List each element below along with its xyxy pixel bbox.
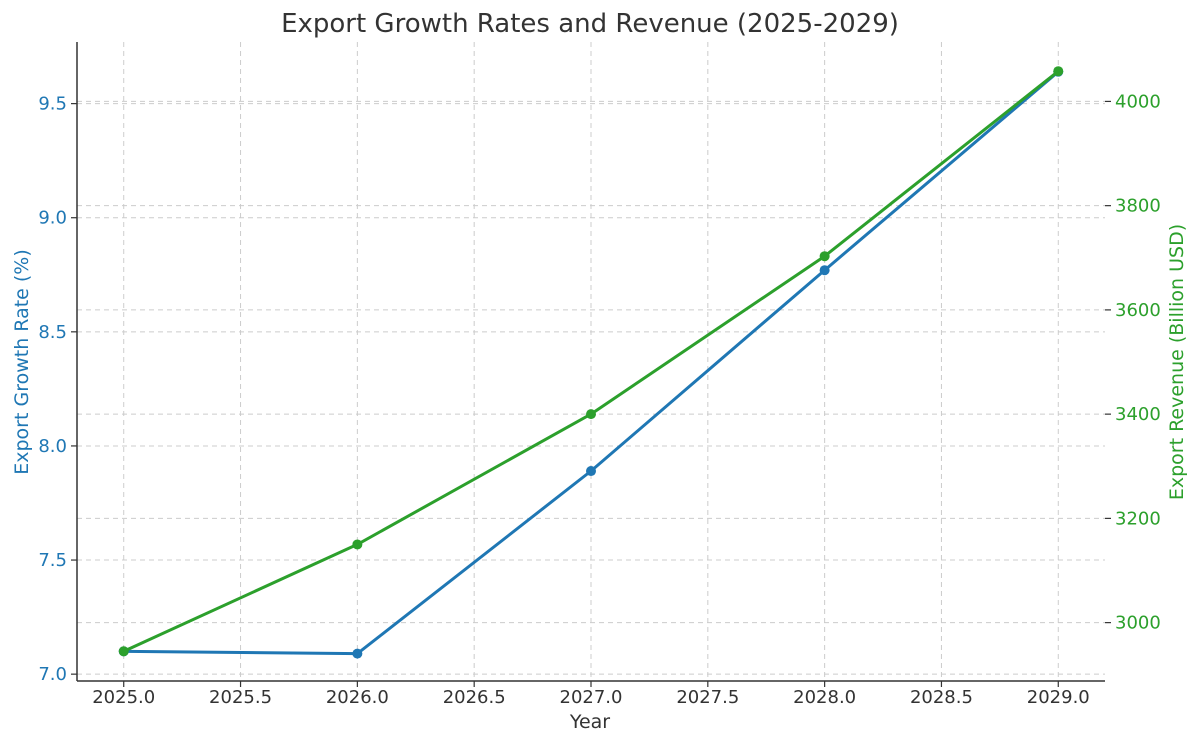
growth-rate-point [586,466,596,477]
x-axis-label: Year [569,711,610,733]
x-tick-label: 2027.0 [560,687,623,708]
x-tick-label: 2026.0 [326,687,389,708]
x-tick-label: 2025.0 [92,687,155,708]
revenue-point [819,251,830,262]
y-right-tick-label: 3400 [1115,404,1161,425]
axes: 2025.0 2025.5 2026.0 2026.5 2027.0 2027.5 2028… [38,42,1161,708]
y-right-tick-label: 3200 [1115,508,1161,529]
revenue-point [352,539,363,550]
y-left-tick-label: 8.0 [38,436,67,457]
x-tick-label: 2027.5 [676,687,739,708]
y-right-tick-label: 3800 [1115,196,1161,217]
x-tick-label: 2028.0 [793,687,856,708]
series-layer [118,66,1064,659]
y-axis-left-label: Export Growth Rate (%) [11,249,33,475]
growth-rate-point [352,648,363,659]
revenue-point [1053,66,1064,77]
grid [77,42,1105,681]
y-left-tick-label: 7.0 [38,664,67,685]
x-tick-label: 2025.5 [209,687,272,708]
revenue-point [118,646,129,657]
y-left-tick-label: 8.5 [38,322,67,343]
x-tick-label: 2029.0 [1027,687,1090,708]
y-left-tick-label: 9.5 [38,94,67,115]
y-left-tick-label: 7.5 [38,550,67,571]
x-tick-label: 2028.5 [910,687,973,708]
growth-rate-point [819,265,830,276]
x-tick-label: 2026.5 [443,687,506,708]
y-right-tick-label: 4000 [1115,91,1161,112]
chart-title: Export Growth Rates and Revenue (2025-20… [281,9,899,39]
y-left-tick-label: 9.0 [38,208,67,229]
revenue-point [586,409,596,420]
y-right-tick-label: 3000 [1115,613,1161,634]
y-axis-right-label: Export Revenue (Billion USD) [1166,224,1188,500]
y-right-tick-label: 3600 [1115,300,1161,321]
